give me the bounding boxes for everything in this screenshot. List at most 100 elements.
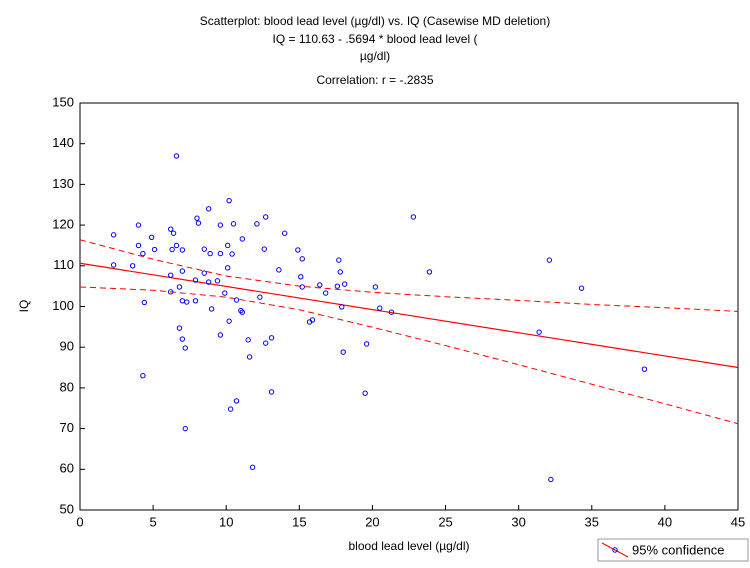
scatter-point (207, 250, 213, 257)
scatter-point (141, 299, 148, 306)
x-tick-label: 0 (76, 514, 83, 529)
scatter-point (340, 349, 346, 355)
scatter-point (263, 340, 269, 346)
scatter-point (341, 281, 348, 287)
y-tick-label: 130 (52, 176, 74, 191)
scatter-point (254, 221, 260, 227)
scatter-point (229, 251, 235, 257)
scatter-point (179, 336, 186, 342)
scatter-point (426, 269, 433, 275)
y-tick-label: 70 (60, 420, 74, 435)
scatter-point (173, 242, 180, 249)
scatter-point (388, 309, 395, 315)
y-tick-label: 140 (52, 135, 74, 150)
scatter-point (322, 290, 329, 296)
x-tick-label: 35 (585, 514, 599, 529)
x-tick-label: 30 (511, 514, 525, 529)
scatter-point (299, 284, 305, 290)
scatter-point (298, 274, 304, 280)
legend-marker (612, 547, 618, 553)
scatter-point (205, 279, 212, 285)
scatter-point (214, 278, 221, 284)
scatter-point (641, 366, 648, 372)
scatter-point (372, 284, 379, 290)
y-tick-label: 150 (52, 94, 74, 109)
scatter-point (182, 345, 188, 351)
regression-line (79, 262, 739, 369)
x-tick-label: 40 (658, 514, 672, 529)
scatter-point (195, 220, 202, 226)
scatter-point (201, 246, 207, 252)
y-tick-label: 80 (60, 379, 74, 394)
scatter-point (184, 299, 190, 305)
scatter-point (110, 262, 117, 268)
scatter-point (205, 206, 212, 212)
x-tick-label: 10 (219, 514, 233, 529)
scatter-point (263, 214, 269, 220)
y-axis-label: IQ (17, 300, 31, 313)
scatter-point (363, 341, 370, 347)
scatter-point (167, 272, 174, 278)
y-tick-label: 120 (52, 217, 74, 232)
scatter-point (135, 242, 142, 249)
scatter-point (548, 476, 554, 483)
x-tick-label: 45 (731, 514, 745, 529)
scatter-point (194, 215, 200, 221)
y-tick-label: 50 (60, 501, 74, 516)
x-axis-label: blood lead level (µg/dl) (349, 539, 470, 553)
scatter-point (129, 263, 136, 269)
y-tick-label: 60 (60, 461, 74, 476)
x-tick-label: 5 (149, 514, 156, 529)
scatter-point (362, 390, 368, 396)
scatter-point (173, 153, 180, 159)
legend-box (597, 538, 749, 562)
scatter-point (239, 309, 246, 315)
scatter-point (217, 332, 224, 338)
scatter-point (217, 222, 224, 228)
chart-subtitle: Correlation: r = -.2835 (316, 73, 433, 87)
scatter-point (167, 289, 174, 295)
y-tick-label: 90 (60, 339, 74, 354)
scatter-point (309, 317, 316, 323)
scatter-point (377, 305, 383, 311)
scatter-point (276, 267, 282, 273)
legend-line (601, 542, 629, 558)
scatter-point (257, 294, 263, 300)
scatter-point (140, 372, 146, 379)
y-tick-label: 100 (52, 298, 74, 313)
scatter-point (230, 221, 237, 227)
scatter-point (239, 236, 246, 242)
chart-title: Scatterplot: blood lead level (µg/dl) vs… (200, 14, 550, 28)
confidence-band (79, 239, 739, 312)
scatter-point (536, 329, 542, 335)
scatter-point (578, 285, 585, 291)
scatter-point (339, 304, 345, 310)
scatter-point (261, 246, 267, 252)
scatter-point (268, 335, 275, 341)
scatter-point (317, 282, 323, 288)
scatter-point (148, 234, 155, 241)
scatter-point (179, 247, 186, 253)
x-tick-label: 25 (438, 514, 452, 529)
chart-subtitle: µg/dl) (360, 49, 390, 63)
scatter-point (182, 425, 188, 432)
legend-label: 95% confidence (632, 542, 725, 557)
scatter-point (110, 232, 117, 238)
scatter-point (224, 265, 231, 271)
scatter-point (233, 398, 240, 404)
x-tick-label: 15 (292, 514, 306, 529)
scatter-point (224, 242, 231, 249)
scatter-point (245, 337, 251, 343)
x-tick-label: 20 (365, 514, 379, 529)
scatter-point (151, 246, 158, 253)
scatter-point (222, 290, 228, 296)
scatter-point (336, 257, 342, 263)
scatter-point (201, 270, 207, 276)
scatter-point (170, 230, 177, 236)
scatter-point (167, 226, 174, 232)
scatter-point (337, 269, 343, 275)
scatter-point (268, 389, 275, 395)
scatter-point (282, 230, 288, 236)
scatter-point (226, 318, 232, 324)
scatter-point (295, 247, 301, 253)
